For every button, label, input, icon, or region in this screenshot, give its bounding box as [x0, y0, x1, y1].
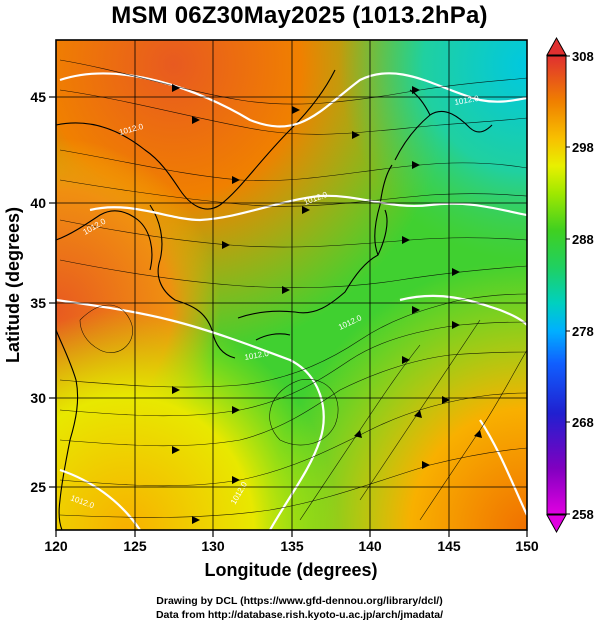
- axis-tick-marks: [49, 96, 528, 537]
- x-axis-title: Longitude (degrees): [204, 560, 377, 580]
- x-tick-label: 120: [44, 538, 68, 554]
- colorbar-tick-label: 258: [572, 507, 594, 522]
- contour-label: 1012.0: [454, 94, 480, 107]
- colorbar-gradient: [546, 55, 567, 515]
- colorbar-min-arrow: [546, 514, 567, 534]
- y-tick-label: 45: [30, 89, 46, 105]
- map-plot-area: 1012.0 1012.0 1012.0 1012.0 1012.0 1012.…: [56, 40, 527, 530]
- coastlines: [56, 69, 493, 530]
- x-tick-label: 135: [280, 538, 304, 554]
- graticule: [56, 40, 527, 530]
- y-axis-title: Latitude (degrees): [3, 207, 23, 363]
- colorbar: 308 298 288 278 268 258: [546, 36, 594, 534]
- colorbar-tick-label: 298: [572, 140, 594, 155]
- colorbar-tick-label: 308: [572, 49, 594, 64]
- wind-arrowheads: [172, 84, 482, 524]
- colorbar-tick-label: 268: [572, 415, 594, 430]
- y-tick-label: 25: [30, 479, 46, 495]
- x-tick-label: 145: [437, 538, 461, 554]
- colorbar-max-arrow: [546, 36, 567, 56]
- y-tick-label: 35: [30, 295, 46, 311]
- colorbar-tick-label: 278: [572, 324, 594, 339]
- wind-streamlines: [59, 59, 527, 521]
- credit-data: Data from http://database.rish.kyoto-u.a…: [155, 609, 444, 621]
- y-tick-label: 30: [30, 390, 46, 406]
- x-tick-label: 130: [201, 538, 225, 554]
- x-tick-label: 150: [515, 538, 539, 554]
- credit-drawing: Drawing by DCL (https://www.gfd-dennou.o…: [156, 595, 443, 607]
- y-tick-label: 40: [30, 195, 46, 211]
- contour-label: 1012.0: [244, 349, 270, 362]
- x-tick-label: 140: [358, 538, 382, 554]
- chart-title: MSM 06Z30May2025 (1013.2hPa): [111, 2, 488, 29]
- x-tick-label: 125: [123, 538, 147, 554]
- colorbar-tick-label: 288: [572, 232, 594, 247]
- credits: Drawing by DCL (https://www.gfd-dennou.o…: [0, 594, 599, 622]
- isobar-contours: [56, 72, 527, 530]
